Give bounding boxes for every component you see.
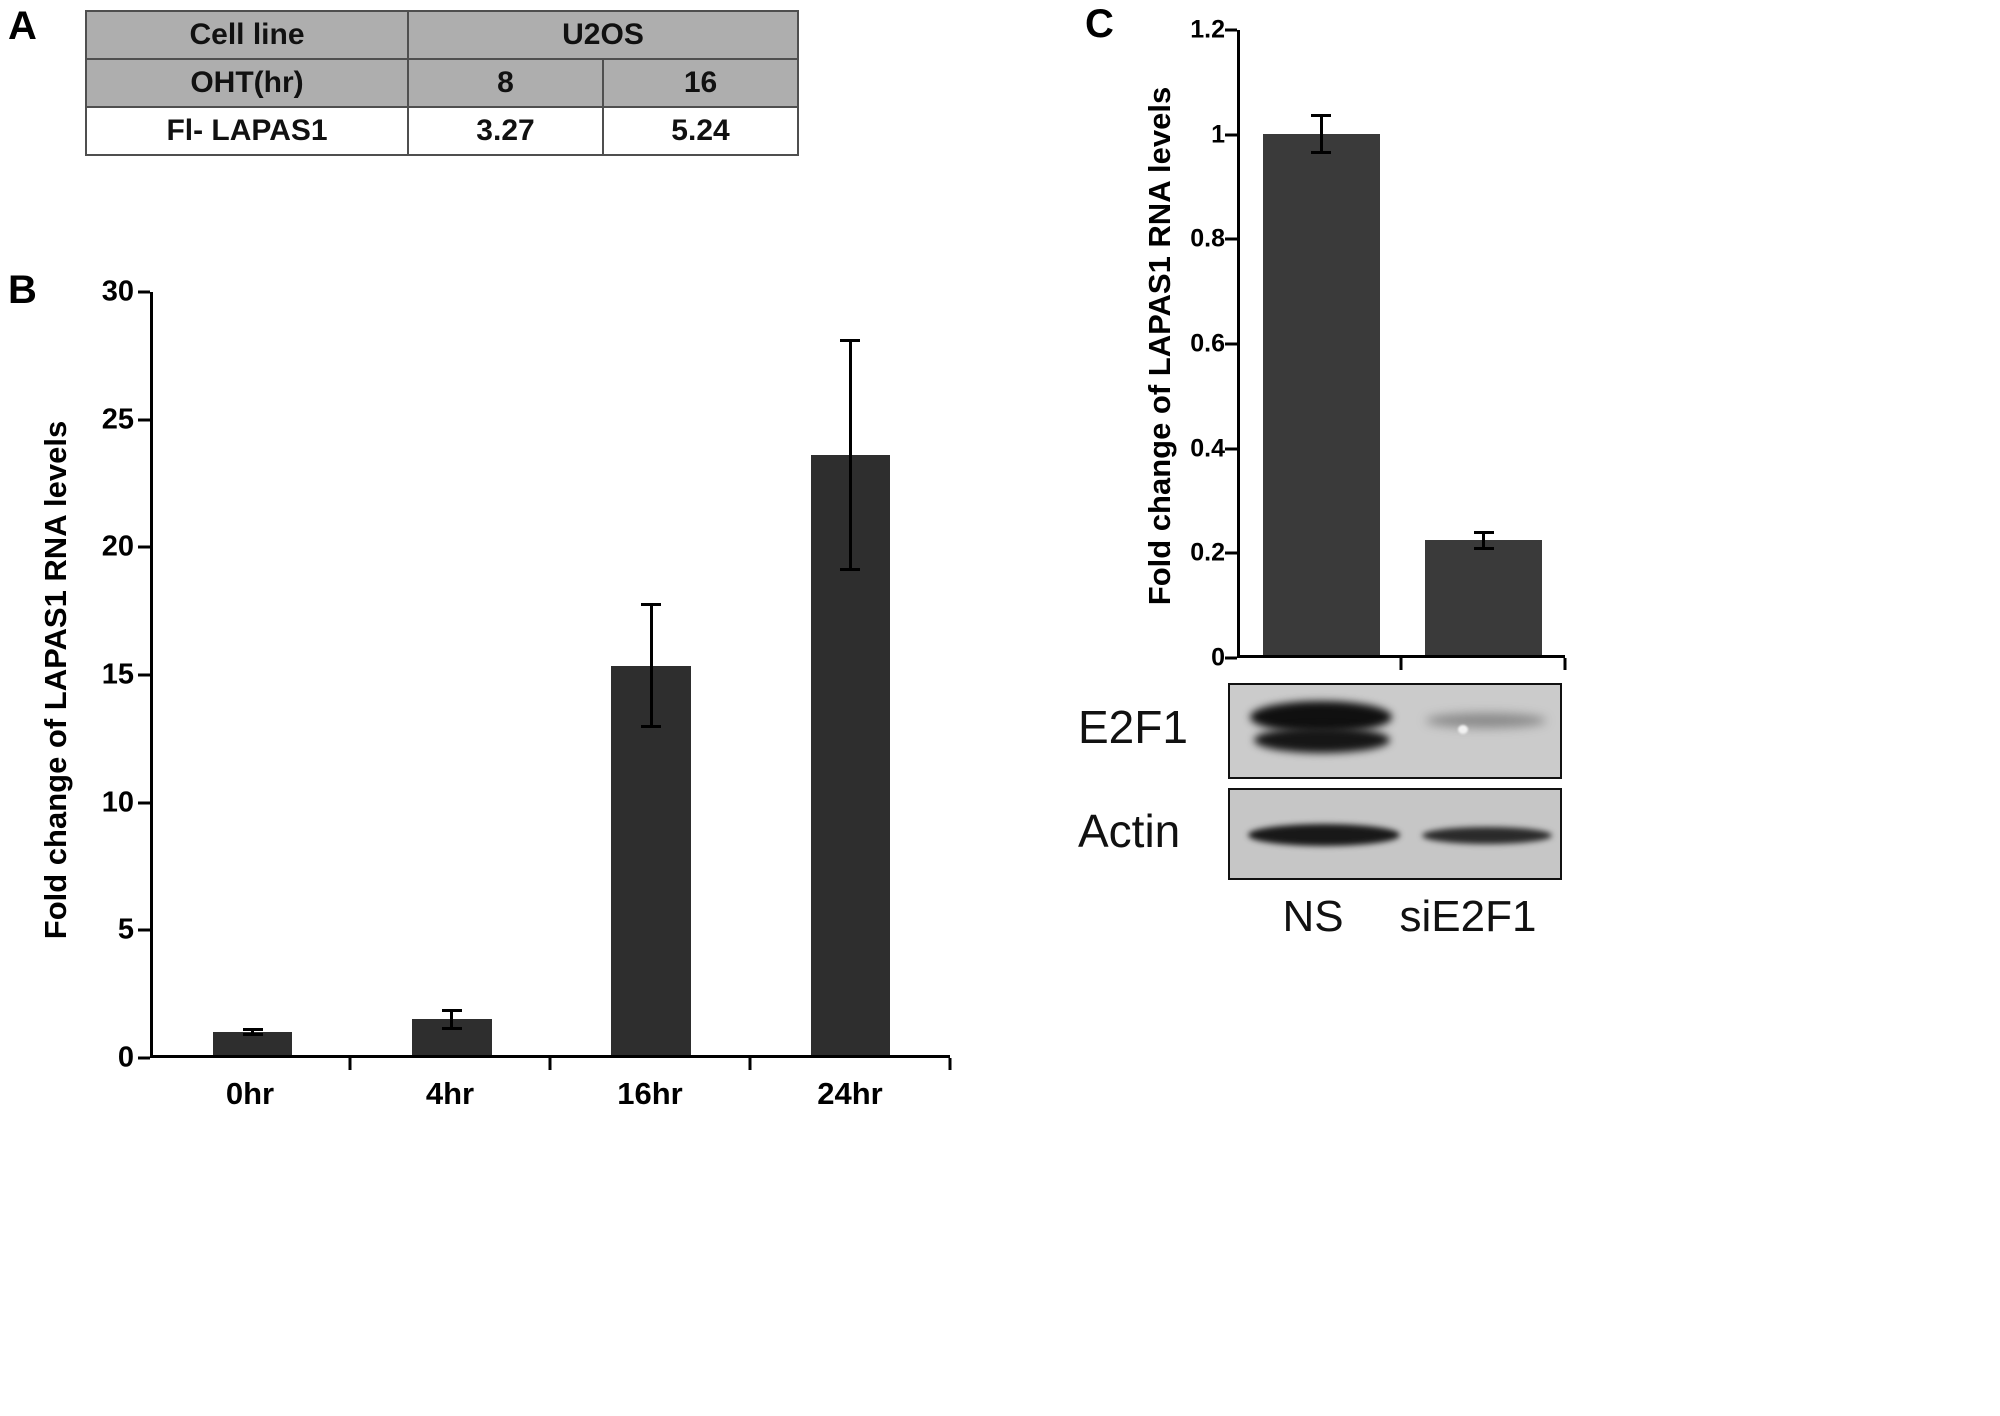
e2f1-band-ns-lower <box>1254 727 1390 753</box>
y-axis-tick-label: 0.2 <box>1190 538 1225 567</box>
bar-chart-timecourse: 0 5 10 15 20 25 30 0hr 4hr 16hr 24hr <box>102 277 952 1111</box>
x-axis-tick-mark <box>1399 658 1403 670</box>
y-axis-tick-label: 5 <box>117 913 134 946</box>
error-bar <box>450 1010 454 1029</box>
error-bar-cap <box>1473 531 1494 535</box>
x-axis-category-label: 16hr <box>617 1076 683 1111</box>
y-axis-tick-label: 30 <box>101 275 134 308</box>
y-axis-tick-label: 1.2 <box>1190 15 1225 44</box>
y-axis-tick-label: 0.4 <box>1190 434 1225 463</box>
bar-chart-knockdown: 0 0.2 0.4 0.6 0.8 1 1.2 <box>1190 17 1567 670</box>
error-bar <box>251 1029 255 1035</box>
panel-a-label: A <box>8 4 37 48</box>
y-axis-tick-label: 1 <box>1211 120 1225 149</box>
y-axis-tick-mark <box>1225 342 1237 346</box>
y-axis-tick-mark <box>138 290 150 294</box>
y-axis-tick-mark <box>138 928 150 932</box>
y-axis-tick-mark <box>138 1056 150 1060</box>
y-axis-label-panel-c: Fold change of LAPAS1 RNA levels <box>1142 86 1177 606</box>
blot-label-actin: Actin <box>1078 805 1181 857</box>
error-bar <box>1319 115 1323 153</box>
x-axis-tick-mark <box>548 1058 552 1070</box>
error-bar-cap <box>1311 114 1332 118</box>
error-bar <box>848 340 852 570</box>
error-bar-cap <box>641 603 662 607</box>
blot-label-e2f1: E2F1 <box>1078 701 1188 753</box>
table-cell-fl-lapas1: Fl- LAPAS1 <box>87 108 407 154</box>
y-axis-tick-mark <box>1225 133 1237 137</box>
lane-label-ns: NS <box>1282 892 1344 941</box>
panel-c-label: C <box>1085 2 1114 46</box>
bar-siE2F1 <box>1425 540 1543 655</box>
error-bar-cap <box>441 1026 462 1030</box>
y-axis-tick-mark <box>1225 237 1237 241</box>
table-cell-cell-line: Cell line <box>87 12 407 58</box>
actin-band-sie2f1 <box>1422 827 1552 844</box>
bar-16hr <box>611 665 691 1055</box>
plot-area <box>150 292 950 1058</box>
error-bar <box>649 604 653 727</box>
y-axis-tick-mark <box>138 801 150 805</box>
table-cell-oht-hr: OHT(hr) <box>87 60 407 106</box>
actin-band-ns <box>1248 824 1400 846</box>
error-bar-cap <box>242 1028 263 1032</box>
y-axis-tick-mark <box>138 673 150 677</box>
bar-0hr <box>212 1032 293 1055</box>
plot-area <box>1237 30 1565 658</box>
y-axis-tick-mark <box>138 545 150 549</box>
error-bar-cap <box>840 567 861 571</box>
panel-b-label: B <box>8 268 37 312</box>
y-axis-label-panel-b: Fold change of LAPAS1 RNA levels <box>38 420 73 940</box>
y-axis-tick-label: 10 <box>101 786 134 819</box>
x-axis-tick-mark <box>348 1058 352 1070</box>
x-axis-tick-mark <box>948 1058 952 1070</box>
y-axis-tick-label: 0.6 <box>1190 329 1225 358</box>
error-bar-cap <box>242 1033 263 1037</box>
error-bar-cap <box>1473 546 1494 550</box>
blot-white-speck <box>1458 725 1468 734</box>
table-cell-oht-8: 8 <box>409 60 602 106</box>
e2f1-band-sie2f1-faint <box>1426 713 1546 728</box>
y-axis-tick-mark <box>138 418 150 422</box>
y-axis-tick-label: 0 <box>117 1041 134 1074</box>
y-axis-tick-label: 0 <box>1211 643 1225 672</box>
panel-a-table: Cell line U2OS OHT(hr) 8 16 Fl- LAPAS1 3… <box>85 10 799 156</box>
y-axis-tick-label: 15 <box>101 658 134 691</box>
error-bar-cap <box>840 338 861 342</box>
y-axis-tick-mark <box>1225 447 1237 451</box>
table-cell-u2os: U2OS <box>409 12 797 58</box>
y-axis-tick-mark <box>1225 28 1237 32</box>
x-axis-tick-mark <box>1563 658 1567 670</box>
table-cell-value-8hr: 3.27 <box>409 108 602 154</box>
bar-NS <box>1262 134 1380 655</box>
y-axis-tick-mark <box>1225 551 1237 555</box>
y-axis-tick-label: 25 <box>101 403 134 436</box>
x-axis-category-label: 0hr <box>225 1076 275 1111</box>
table-cell-value-16hr: 5.24 <box>604 108 797 154</box>
error-bar-cap <box>1311 150 1332 154</box>
western-blot-actin <box>1228 788 1562 880</box>
lane-label-sie2f1: siE2F1 <box>1399 892 1537 941</box>
x-axis-category-label: 24hr <box>817 1076 883 1111</box>
x-axis-tick-mark <box>748 1058 752 1070</box>
y-axis-tick-mark <box>1225 656 1237 660</box>
table-cell-oht-16: 16 <box>604 60 797 106</box>
y-axis-tick-label: 0.8 <box>1190 224 1225 253</box>
error-bar-cap <box>441 1009 462 1012</box>
x-axis-category-label: 4hr <box>425 1076 475 1111</box>
error-bar <box>1482 532 1486 549</box>
y-axis-tick-label: 20 <box>101 530 134 563</box>
western-blot-e2f1 <box>1228 683 1562 779</box>
error-bar-cap <box>641 725 662 729</box>
